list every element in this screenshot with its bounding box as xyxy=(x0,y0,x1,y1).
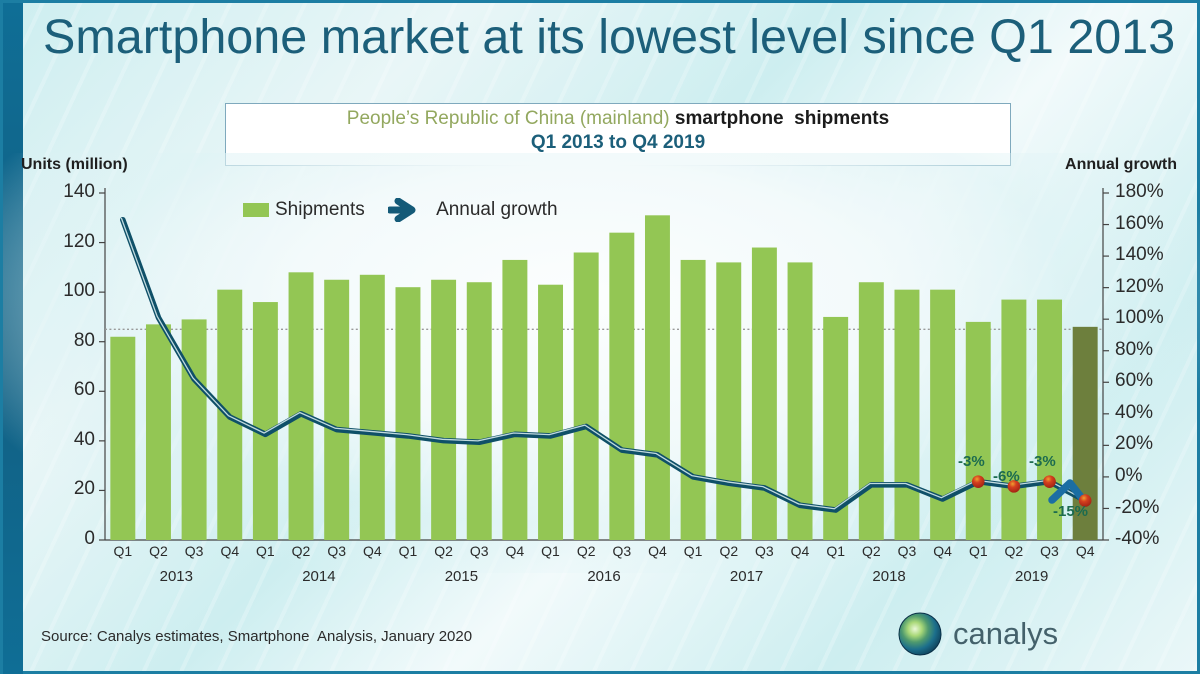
svg-text:canalys: canalys xyxy=(953,616,1058,651)
